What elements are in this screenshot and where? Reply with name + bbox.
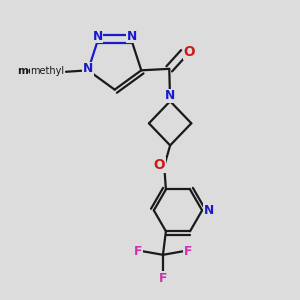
Text: O: O — [184, 45, 195, 59]
Text: N: N — [127, 30, 137, 43]
Text: F: F — [184, 245, 192, 258]
Text: N: N — [92, 30, 103, 43]
Text: O: O — [153, 158, 165, 172]
Text: N: N — [83, 62, 93, 75]
Text: methyl: methyl — [30, 66, 64, 76]
Text: N: N — [203, 204, 214, 217]
Text: N: N — [165, 89, 175, 102]
Text: F: F — [159, 272, 167, 285]
Text: methyl: methyl — [17, 66, 58, 76]
Text: F: F — [134, 245, 142, 258]
